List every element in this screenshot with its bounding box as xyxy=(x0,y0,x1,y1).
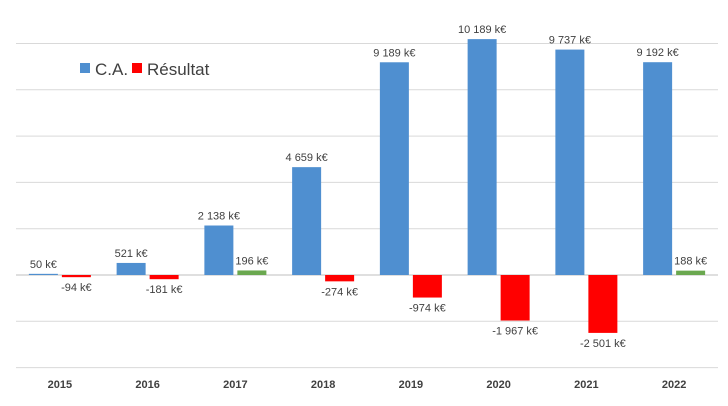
bar-resultat-2022 xyxy=(676,270,706,275)
bar-resultat-2015 xyxy=(61,275,91,278)
bar-resultat-2021 xyxy=(588,275,618,333)
legend-label-resultat: Résultat xyxy=(147,60,210,79)
data-label-ca-2021: 9 737 k€ xyxy=(549,35,591,47)
legend-swatch-ca xyxy=(80,63,90,73)
data-label-resultat-2015: -94 k€ xyxy=(61,282,92,294)
data-label-resultat-2018: -274 k€ xyxy=(321,286,358,298)
bar-ca-2016 xyxy=(116,262,146,275)
data-label-resultat-2021: -2 501 k€ xyxy=(580,338,626,350)
x-tick-label-2019: 2019 xyxy=(399,379,423,391)
legend-label-ca: C.A. xyxy=(95,60,128,79)
data-label-resultat-2020: -1 967 k€ xyxy=(492,326,538,338)
data-label-ca-2019: 9 189 k€ xyxy=(373,47,415,59)
bar-resultat-2017 xyxy=(237,270,267,275)
bar-ca-2022 xyxy=(643,62,673,275)
data-label-ca-2018: 4 659 k€ xyxy=(286,152,328,164)
bar-resultat-2018 xyxy=(325,275,355,282)
bar-resultat-2016 xyxy=(149,275,179,280)
x-tick-label-2015: 2015 xyxy=(48,379,72,391)
bar-ca-2018 xyxy=(292,167,322,275)
bar-ca-2019 xyxy=(379,62,409,275)
bar-resultat-2020 xyxy=(500,275,530,321)
bar-ca-2021 xyxy=(555,49,585,275)
bar-resultat-2019 xyxy=(412,275,442,298)
data-label-resultat-2016: -181 k€ xyxy=(146,284,183,296)
data-label-resultat-2022: 188 k€ xyxy=(674,256,707,268)
legend: C.A. Résultat xyxy=(80,60,210,79)
x-tick-label-2017: 2017 xyxy=(223,379,247,391)
legend-swatch-resultat xyxy=(132,63,142,73)
x-tick-label-2020: 2020 xyxy=(486,379,510,391)
data-label-ca-2022: 9 192 k€ xyxy=(637,47,679,59)
data-label-ca-2015: 50 k€ xyxy=(30,259,57,271)
data-labels: 50 k€ -94 k€ 521 k€ -181 k€ 2 138 k€ 196 k€ 4 … xyxy=(30,24,707,350)
data-label-ca-2016: 521 k€ xyxy=(115,248,148,260)
data-label-ca-2020: 10 189 k€ xyxy=(458,24,506,36)
data-label-resultat-2017: 196 k€ xyxy=(235,255,268,267)
bar-ca-2015 xyxy=(28,273,58,275)
bar-ca-2020 xyxy=(467,39,497,275)
x-tick-label-2021: 2021 xyxy=(574,379,598,391)
x-tick-label-2018: 2018 xyxy=(311,379,335,391)
x-axis: 2015 2016 2017 2018 2019 2020 2021 2022 xyxy=(48,379,687,391)
data-label-resultat-2019: -974 k€ xyxy=(409,303,446,315)
bar-ca-2017 xyxy=(204,225,234,275)
x-tick-label-2022: 2022 xyxy=(662,379,686,391)
data-label-ca-2017: 2 138 k€ xyxy=(198,211,240,223)
bars xyxy=(28,39,706,333)
x-tick-label-2016: 2016 xyxy=(135,379,159,391)
